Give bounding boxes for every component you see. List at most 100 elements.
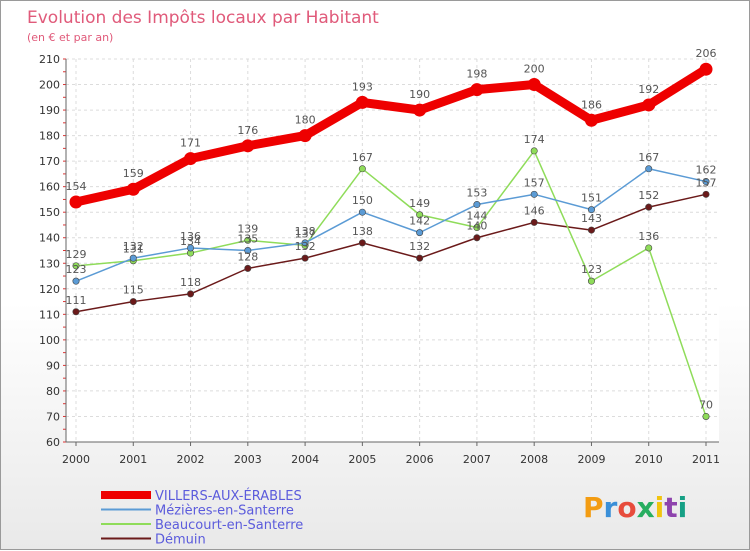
x-tick-label: 2000 (62, 453, 90, 466)
data-point (473, 224, 481, 232)
chart-title: Evolution des Impôts locaux par Habitant (27, 8, 379, 28)
data-point (355, 95, 369, 109)
data-point (129, 254, 137, 262)
data-label: 176 (237, 124, 258, 137)
proxiti-logo: Proxiti (583, 491, 687, 524)
data-point (530, 190, 538, 198)
data-point (702, 190, 710, 198)
x-tick-label: 2003 (234, 453, 262, 466)
data-label: 180 (295, 114, 316, 127)
data-label: 137 (295, 227, 316, 240)
data-label: 193 (352, 80, 373, 93)
data-label: 129 (66, 248, 87, 261)
data-label: 150 (352, 194, 373, 207)
data-label: 154 (66, 180, 87, 193)
data-label: 152 (638, 189, 659, 202)
x-tick-label: 2008 (520, 453, 548, 466)
data-point (72, 277, 80, 285)
y-tick-label: 180 (39, 130, 60, 143)
x-tick-label: 2001 (119, 453, 147, 466)
series-line (75, 150, 707, 418)
data-point (126, 182, 140, 196)
data-label: 138 (352, 225, 373, 238)
data-label: 111 (66, 294, 87, 307)
legend-label: Mézières-en-Santerre (155, 504, 294, 519)
x-tick-label: 2007 (463, 453, 491, 466)
y-tick-label: 210 (39, 53, 60, 66)
data-point (413, 103, 427, 117)
series-line (75, 193, 707, 313)
data-label: 149 (409, 197, 430, 210)
data-point (69, 195, 83, 209)
data-label: 143 (581, 212, 602, 225)
chart-subtitle: (en € et par an) (27, 31, 113, 44)
data-point (470, 83, 484, 97)
y-tick-label: 110 (39, 308, 60, 321)
series-line (75, 168, 707, 282)
data-label: 128 (237, 250, 258, 263)
data-label: 206 (696, 47, 717, 60)
legend-label: Beaucourt-en-Santerre (155, 518, 303, 533)
y-tick-label: 60 (46, 436, 60, 449)
data-label: 70 (699, 398, 713, 411)
data-point (530, 147, 538, 155)
data-point (416, 229, 424, 237)
data-point (416, 211, 424, 219)
legend-label: Démuin (155, 533, 206, 548)
y-tick-label: 140 (39, 232, 60, 245)
data-point (645, 244, 653, 252)
data-label: 167 (352, 151, 373, 164)
x-tick-label: 2009 (577, 453, 605, 466)
data-label: 144 (466, 210, 487, 223)
data-label: 190 (409, 88, 430, 101)
data-point (184, 152, 198, 166)
y-tick-label: 90 (46, 359, 60, 372)
data-label: 146 (524, 204, 545, 217)
x-tick-label: 2004 (291, 453, 319, 466)
data-label: 132 (295, 240, 316, 253)
series-line (71, 64, 711, 207)
data-point (358, 165, 366, 173)
data-label: 162 (696, 164, 717, 177)
data-point (642, 98, 656, 112)
data-point (587, 226, 595, 234)
x-tick-label: 2002 (177, 453, 205, 466)
data-label: 142 (409, 215, 430, 228)
legend-label: VILLERS-AUX-ÉRABLES (155, 488, 302, 504)
data-label: 138 (295, 225, 316, 238)
y-tick-label: 120 (39, 283, 60, 296)
data-label: 167 (638, 151, 659, 164)
data-label: 132 (123, 240, 144, 253)
y-tick-label: 80 (46, 385, 60, 398)
y-tick-label: 150 (39, 206, 60, 219)
data-label: 200 (524, 63, 545, 76)
data-label: 171 (180, 137, 201, 150)
data-label: 136 (180, 230, 201, 243)
data-point (530, 218, 538, 226)
data-point (301, 254, 309, 262)
data-label: 192 (638, 83, 659, 96)
y-tick-label: 170 (39, 155, 60, 168)
data-point (187, 244, 195, 252)
data-point (587, 277, 595, 285)
data-point (645, 165, 653, 173)
data-label: 134 (180, 235, 201, 248)
data-point (244, 236, 252, 244)
data-point (72, 262, 80, 270)
data-label: 123 (581, 263, 602, 276)
data-point (187, 290, 195, 298)
data-point (416, 254, 424, 262)
data-label: 198 (466, 68, 487, 81)
data-label: 131 (123, 243, 144, 256)
data-label: 174 (524, 133, 545, 146)
x-tick-label: 2011 (692, 453, 720, 466)
data-label: 135 (237, 233, 258, 246)
data-point (129, 298, 137, 306)
x-tick-label: 2006 (406, 453, 434, 466)
data-label: 153 (466, 187, 487, 200)
data-label: 157 (524, 176, 545, 189)
data-point (473, 201, 481, 209)
data-point (244, 247, 252, 255)
x-tick-label: 2005 (348, 453, 376, 466)
